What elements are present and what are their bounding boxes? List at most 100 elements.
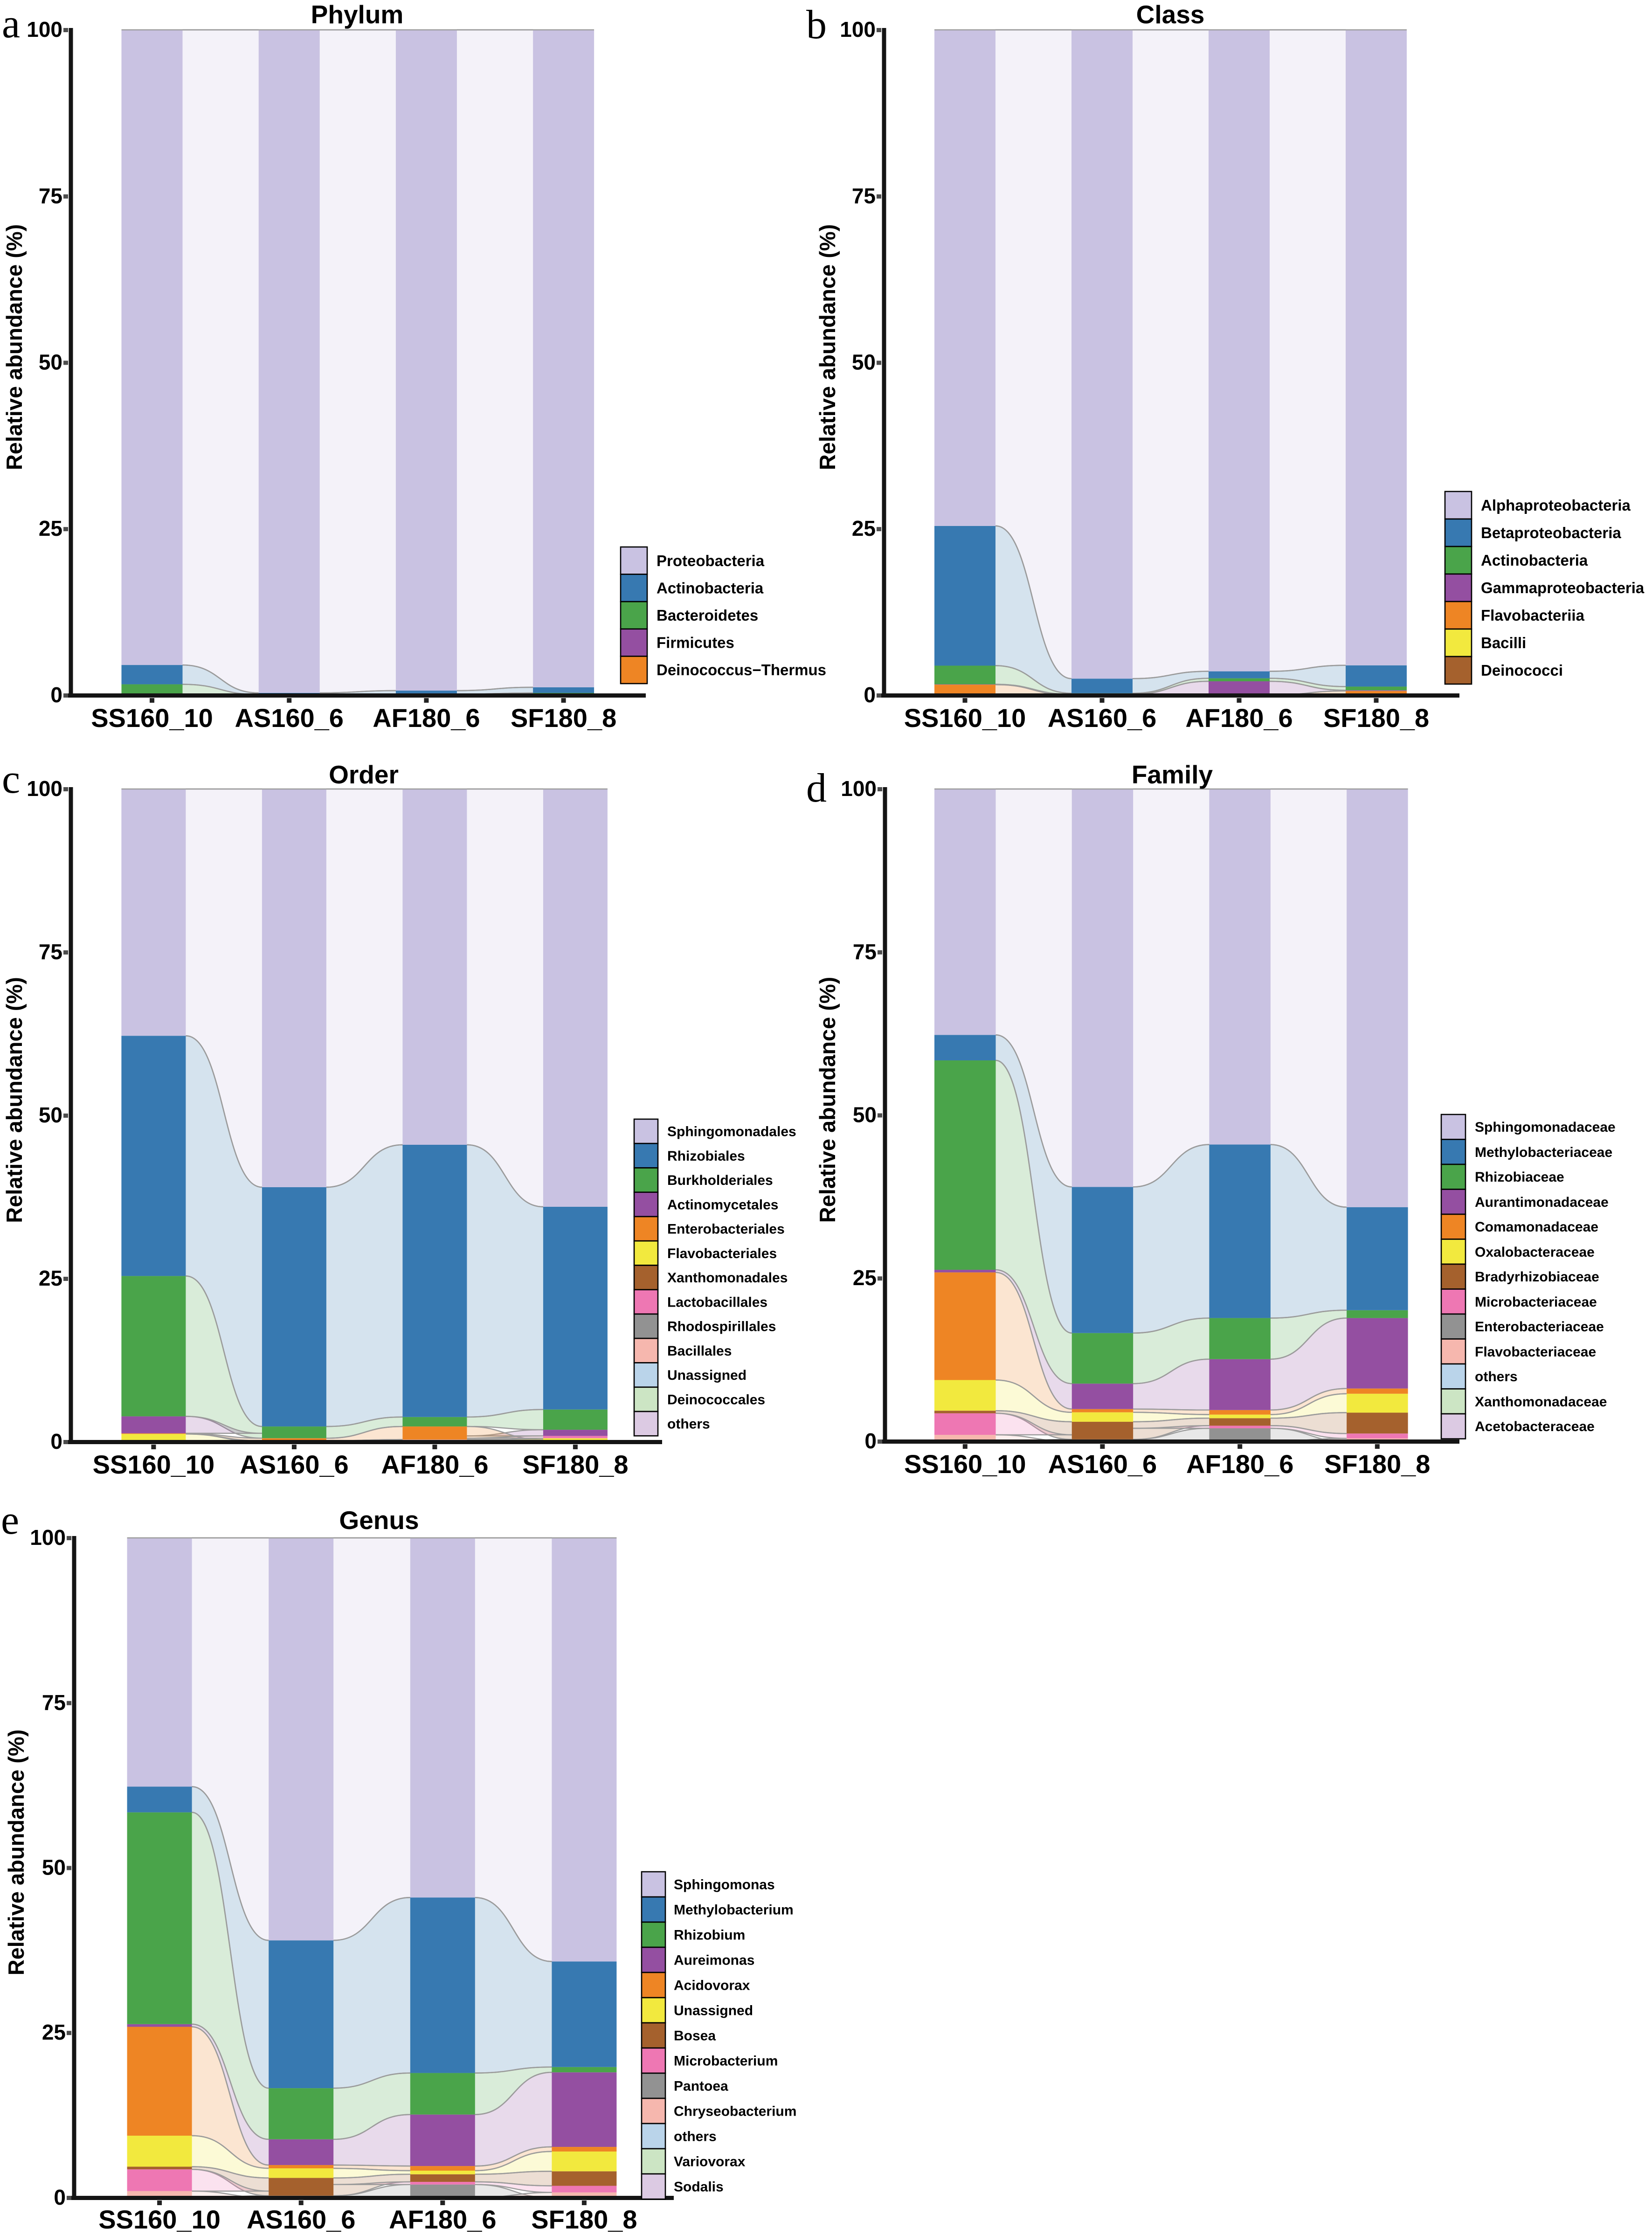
svg-text:Sphingomonadaceae: Sphingomonadaceae [1475,1120,1616,1135]
svg-text:AF180_6: AF180_6 [1185,703,1293,733]
svg-text:AF180_6: AF180_6 [389,2205,496,2233]
svg-text:Family: Family [1132,760,1213,789]
svg-text:Bacteroidetes: Bacteroidetes [657,607,758,624]
svg-text:Flavobacteriales: Flavobacteriales [667,1246,777,1261]
svg-text:Sodalis: Sodalis [674,2180,724,2195]
svg-text:AF180_6: AF180_6 [373,703,480,733]
svg-text:Lactobacillales: Lactobacillales [667,1294,767,1310]
svg-text:SS160_10: SS160_10 [904,1449,1026,1479]
svg-text:Phylum: Phylum [311,0,404,29]
svg-text:50: 50 [39,1103,62,1127]
svg-text:100: 100 [27,17,62,42]
svg-text:25: 25 [39,516,62,540]
svg-text:50: 50 [853,1103,877,1127]
svg-text:c: c [2,757,20,802]
svg-text:Rhizobium: Rhizobium [674,1928,745,1943]
svg-text:Unassigned: Unassigned [667,1368,747,1383]
svg-text:AS160_6: AS160_6 [240,1450,349,1479]
svg-text:50: 50 [42,1855,66,1880]
svg-text:Relative abundance (%): Relative abundance (%) [4,1730,28,1976]
svg-text:Deinococcales: Deinococcales [667,1392,765,1407]
svg-text:0: 0 [50,683,62,707]
svg-text:75: 75 [853,940,877,964]
svg-text:50: 50 [852,350,876,374]
svg-text:Enterobacteriales: Enterobacteriales [667,1222,785,1237]
svg-text:others: others [667,1417,710,1432]
svg-text:AS160_6: AS160_6 [247,2205,356,2233]
svg-text:Methylobacterium: Methylobacterium [674,1903,794,1918]
svg-text:SS160_10: SS160_10 [93,1450,215,1479]
svg-text:Relative abundance (%): Relative abundance (%) [815,224,840,471]
svg-text:Actinomycetales: Actinomycetales [667,1197,778,1212]
svg-text:Methylobacteriaceae: Methylobacteriaceae [1475,1145,1612,1160]
svg-text:25: 25 [42,2020,66,2044]
svg-text:Relative abundance (%): Relative abundance (%) [2,224,27,471]
svg-text:b: b [806,2,827,48]
svg-text:Gammaproteobacteria: Gammaproteobacteria [1481,579,1645,596]
svg-text:Xanthomonadaceae: Xanthomonadaceae [1475,1394,1607,1410]
svg-text:Alphaproteobacteria: Alphaproteobacteria [1481,497,1631,514]
svg-text:Chryseobacterium: Chryseobacterium [674,2104,796,2119]
svg-text:SF180_8: SF180_8 [522,1450,628,1479]
svg-text:75: 75 [42,1690,66,1715]
svg-text:Sphingomonadales: Sphingomonadales [667,1124,796,1140]
svg-text:0: 0 [50,1429,62,1453]
svg-text:0: 0 [54,2185,66,2209]
svg-text:0: 0 [864,683,876,707]
svg-text:Flavobacteriia: Flavobacteriia [1481,607,1585,624]
svg-text:75: 75 [852,184,876,208]
svg-text:100: 100 [30,1525,66,1550]
svg-text:AF180_6: AF180_6 [381,1450,488,1479]
svg-text:Class: Class [1136,0,1205,29]
svg-text:100: 100 [841,776,877,801]
svg-text:50: 50 [39,350,62,374]
svg-text:d: d [806,766,827,811]
svg-text:SF180_8: SF180_8 [531,2205,637,2233]
svg-text:Acidovorax: Acidovorax [674,1978,750,1993]
svg-text:AF180_6: AF180_6 [1186,1449,1293,1479]
svg-text:Microbacterium: Microbacterium [674,2054,778,2069]
svg-text:Sphingomonas: Sphingomonas [674,1877,775,1893]
svg-text:Rhizobiaceae: Rhizobiaceae [1475,1169,1564,1185]
svg-text:Relative abundance (%): Relative abundance (%) [815,977,840,1223]
svg-text:SS160_10: SS160_10 [904,703,1026,733]
svg-text:Betaproteobacteria: Betaproteobacteria [1481,524,1621,541]
svg-text:others: others [1475,1369,1518,1384]
svg-text:AS160_6: AS160_6 [1048,1449,1157,1479]
svg-text:75: 75 [39,184,62,208]
svg-text:Aureimonas: Aureimonas [674,1953,754,1968]
svg-text:AS160_6: AS160_6 [235,703,344,733]
svg-text:Firmicutes: Firmicutes [657,634,734,651]
svg-text:Relative abundance (%): Relative abundance (%) [2,977,27,1223]
svg-text:75: 75 [39,940,62,964]
svg-text:Deinococci: Deinococci [1481,662,1563,679]
svg-text:Order: Order [329,760,399,789]
svg-text:25: 25 [853,1266,877,1290]
svg-text:SS160_10: SS160_10 [91,703,213,733]
svg-text:Genus: Genus [339,1506,419,1535]
svg-text:Variovorax: Variovorax [674,2154,746,2170]
svg-text:e: e [1,1498,19,1543]
svg-text:25: 25 [39,1266,62,1290]
svg-text:a: a [2,1,20,47]
svg-text:SS160_10: SS160_10 [98,2205,221,2233]
svg-text:Deinococcus−Thermus: Deinococcus−Thermus [657,661,826,678]
svg-text:Flavobacteriaceae: Flavobacteriaceae [1475,1344,1596,1360]
svg-text:AS160_6: AS160_6 [1048,703,1157,733]
svg-text:Actinobacteria: Actinobacteria [1481,552,1588,569]
svg-text:Xanthomonadales: Xanthomonadales [667,1270,788,1286]
svg-text:others: others [674,2129,717,2145]
svg-text:0: 0 [864,1429,877,1453]
svg-text:Burkholderiales: Burkholderiales [667,1173,773,1188]
svg-text:Oxalobacteraceae: Oxalobacteraceae [1475,1245,1595,1260]
svg-text:25: 25 [852,516,876,540]
svg-text:Comamonadaceae: Comamonadaceae [1475,1219,1598,1235]
svg-text:Proteobacteria: Proteobacteria [657,552,765,569]
svg-text:Bacillales: Bacillales [667,1343,732,1359]
svg-text:Microbacteriaceae: Microbacteriaceae [1475,1294,1597,1310]
svg-text:Actinobacteria: Actinobacteria [657,579,764,596]
svg-text:Rhizobiales: Rhizobiales [667,1149,745,1164]
svg-text:Bradyrhizobiaceae: Bradyrhizobiaceae [1475,1269,1599,1285]
svg-text:Enterobacteriaceae: Enterobacteriaceae [1475,1319,1604,1335]
svg-text:Unassigned: Unassigned [674,2003,753,2019]
